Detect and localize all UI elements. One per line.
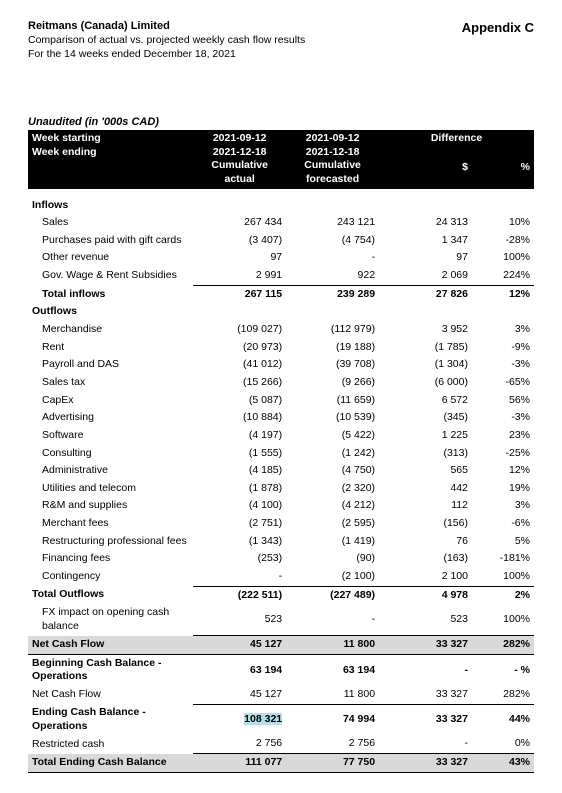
highlighted-value: 108 321 [244, 713, 282, 725]
row-merchandise: Merchandise (109 027)(112 979) 3 9523% [28, 321, 534, 339]
page-header: Reitmans (Canada) Limited Comparison of … [28, 20, 534, 60]
row-administrative: Administrative (4 185)(4 750) 56512% [28, 462, 534, 480]
row-contingency: Contingency -(2 100) 2 100100% [28, 568, 534, 586]
hdr-pct: % [472, 159, 534, 188]
section-inflows: Inflows [28, 197, 534, 215]
row-gift-cards: Purchases paid with gift cards (3 407) (… [28, 232, 534, 250]
row-advertising: Advertising (10 884)(10 539) (345)-3% [28, 409, 534, 427]
row-restructuring: Restructuring professional fees (1 343)(… [28, 533, 534, 551]
unaudited-caption: Unaudited (in '000s CAD) [28, 116, 534, 128]
hdr-week: Week starting Week ending [28, 130, 193, 189]
hdr-difference: Difference [379, 130, 534, 159]
row-total-ending-balance: Total Ending Cash Balance 111 07777 750 … [28, 754, 534, 773]
row-other-revenue: Other revenue 97 - 97 100% [28, 249, 534, 267]
row-financing-fees: Financing fees (253)(90) (163)-181% [28, 550, 534, 568]
row-capex: CapEx (5 087)(11 659) 6 57256% [28, 392, 534, 410]
row-ending-balance: Ending Cash Balance - Operations 108 321… [28, 704, 534, 735]
row-net-cash-flow-2: Net Cash Flow 45 12711 800 33 327282% [28, 686, 534, 704]
row-rm-supplies: R&M and supplies (4 100)(4 212) 1123% [28, 497, 534, 515]
row-sales-tax: Sales tax (15 266)(9 266) (6 000)-65% [28, 374, 534, 392]
row-sales: Sales 267 434 243 121 24 313 10% [28, 214, 534, 232]
section-outflows: Outflows [28, 303, 534, 321]
row-total-outflows: Total Outflows (222 511)(227 489) 4 9782… [28, 586, 534, 604]
row-beginning-balance: Beginning Cash Balance - Operations 63 1… [28, 654, 534, 686]
row-utilities: Utilities and telecom (1 878)(2 320) 442… [28, 480, 534, 498]
row-merchant-fees: Merchant fees (2 751)(2 595) (156)-6% [28, 515, 534, 533]
row-total-inflows: Total inflows 267 115 239 289 27 826 12% [28, 285, 534, 303]
subtitle-line-2: For the 14 weeks ended December 18, 2021 [28, 48, 305, 60]
row-net-cash-flow: Net Cash Flow 45 12711 800 33 327282% [28, 636, 534, 655]
row-software: Software (4 197)(5 422) 1 22523% [28, 427, 534, 445]
cashflow-table: Week starting Week ending 2021-09-12 202… [28, 130, 534, 773]
company-name: Reitmans (Canada) Limited [28, 20, 305, 32]
row-fx-impact: FX impact on opening cash balance 523- 5… [28, 604, 534, 635]
row-gov-subsidies: Gov. Wage & Rent Subsidies 2 991 922 2 0… [28, 267, 534, 285]
row-consulting: Consulting (1 555)(1 242) (313)-25% [28, 445, 534, 463]
hdr-actual: 2021-09-12 2021-12-18 Cumulative actual [193, 130, 286, 189]
row-rent: Rent (20 973)(19 188) (1 785)-9% [28, 339, 534, 357]
row-payroll: Payroll and DAS (41 012)(39 708) (1 304)… [28, 356, 534, 374]
row-restricted-cash: Restricted cash 2 7562 756 -0% [28, 735, 534, 753]
subtitle-line-1: Comparison of actual vs. projected weekl… [28, 34, 305, 46]
table-header: Week starting Week ending 2021-09-12 202… [28, 130, 534, 189]
header-left: Reitmans (Canada) Limited Comparison of … [28, 20, 305, 60]
hdr-dollar: $ [379, 159, 472, 188]
hdr-forecast: 2021-09-12 2021-12-18 Cumulative forecas… [286, 130, 379, 189]
appendix-label: Appendix C [462, 20, 534, 35]
